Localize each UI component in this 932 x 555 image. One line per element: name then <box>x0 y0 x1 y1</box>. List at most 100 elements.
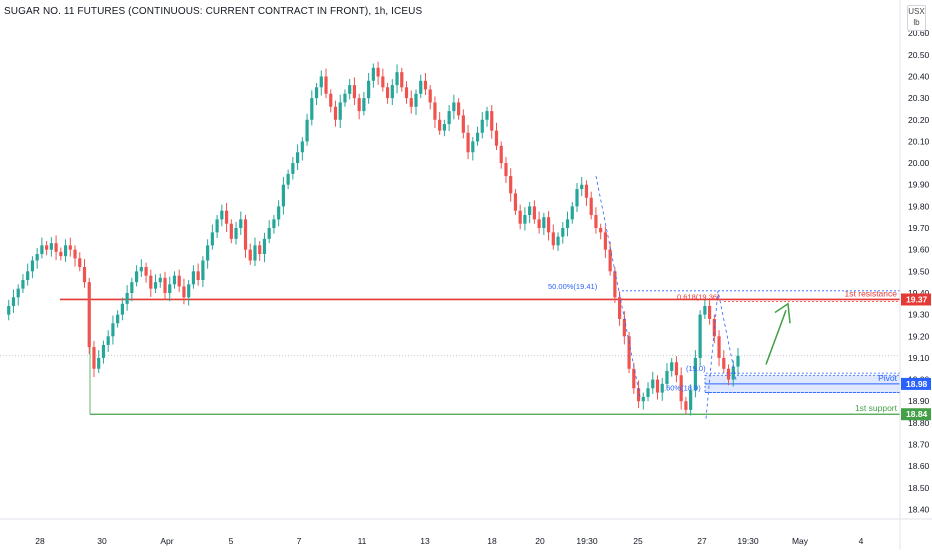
candle-body <box>296 152 300 164</box>
y-tick-label: 19.60 <box>908 245 930 255</box>
candle-body <box>442 124 446 131</box>
candle-body <box>343 93 347 103</box>
candle-body <box>367 80 371 99</box>
candle-body <box>305 119 309 142</box>
candle-body <box>471 141 475 153</box>
candle-body <box>381 76 385 88</box>
candle-body <box>575 189 579 207</box>
candle-body <box>608 249 612 272</box>
candle-body <box>636 388 641 402</box>
candle-body <box>670 362 674 371</box>
y-tick-label: 18.40 <box>908 505 930 515</box>
candle-body <box>376 67 380 77</box>
price-tag <box>901 408 931 421</box>
candle-body <box>87 282 91 348</box>
candle-body <box>348 85 352 94</box>
candle-body <box>546 217 551 233</box>
fib-label: .60%(18.9) <box>664 384 701 393</box>
candle-body <box>523 215 527 224</box>
candle-body <box>106 336 110 345</box>
candle-body <box>665 370 669 384</box>
candle-body <box>551 232 555 246</box>
candle-body <box>499 145 503 164</box>
y-tick-label: 20.60 <box>908 28 930 38</box>
price-tag <box>901 377 931 390</box>
candle-body <box>717 336 721 358</box>
candle-body <box>253 245 257 261</box>
x-tick-label: 19:30 <box>737 536 759 546</box>
candle-body <box>580 184 584 190</box>
candle-body <box>565 219 570 229</box>
candle-body <box>518 210 522 224</box>
candle-body <box>187 284 191 298</box>
y-tick-label: 18.60 <box>908 461 930 471</box>
candle-body <box>120 303 124 315</box>
x-tick-label: 19:30 <box>576 536 598 546</box>
candle-body <box>40 245 44 255</box>
y-tick-label: 20.50 <box>908 50 930 60</box>
unit-selector[interactable]: USX lb <box>907 5 926 31</box>
candle-body <box>206 245 210 261</box>
candle-body <box>390 85 394 99</box>
y-tick-label: 19.90 <box>908 180 930 190</box>
candle-body <box>291 163 295 174</box>
candle-body <box>191 271 196 285</box>
fib-trendline <box>705 290 737 419</box>
candle-body <box>26 271 30 280</box>
y-tick-label: 18.80 <box>908 418 930 428</box>
y-tick-label: 18.50 <box>908 483 930 493</box>
candle-body <box>494 130 499 146</box>
candle-body <box>622 318 626 337</box>
candle-body <box>177 275 181 287</box>
candle-body <box>338 102 342 120</box>
candle-body <box>54 243 58 252</box>
candle-body <box>82 267 87 283</box>
x-tick-label: 5 <box>229 536 234 546</box>
candle-body <box>134 271 139 283</box>
candle-body <box>234 228 238 239</box>
candle-body <box>438 119 442 131</box>
candle-body <box>267 228 271 239</box>
candle-body <box>509 176 513 194</box>
candle-body <box>466 132 470 153</box>
candle-body <box>163 277 167 293</box>
candle-body <box>149 275 153 289</box>
price-tag-label: 19.37 <box>906 294 928 304</box>
candle-body <box>528 206 532 216</box>
candle-body <box>286 173 290 185</box>
y-tick-label: 20.00 <box>908 158 930 168</box>
candle-body <box>490 111 494 131</box>
candle-body <box>92 347 96 369</box>
candle-body <box>428 89 432 103</box>
candle-body <box>310 98 314 120</box>
candle-body <box>395 72 399 86</box>
candle-body <box>97 357 101 369</box>
y-tick-label: 19.80 <box>908 201 930 211</box>
x-tick-label: 25 <box>633 536 643 546</box>
candle-body <box>646 388 650 397</box>
candle-body <box>59 251 63 257</box>
candle-body <box>570 206 574 220</box>
price-tag-label: 18.84 <box>906 409 928 419</box>
candle-body <box>116 314 120 324</box>
candle-body <box>641 396 645 402</box>
candle-body <box>277 206 281 220</box>
price-tag <box>901 293 931 306</box>
y-tick-label: 18.70 <box>908 440 930 450</box>
price-tag-label: 18.98 <box>906 379 928 389</box>
candle-body <box>504 163 508 177</box>
x-tick-label: 7 <box>297 536 302 546</box>
candle-body <box>357 98 361 112</box>
candle-body <box>513 193 518 211</box>
y-tick-label: 20.30 <box>908 93 930 103</box>
candle-body <box>693 357 697 391</box>
candle-body <box>736 355 740 367</box>
candle-body <box>300 141 304 153</box>
candle-body <box>11 297 16 306</box>
candle-body <box>130 282 134 293</box>
candle-body <box>239 219 243 229</box>
candle-body <box>49 243 53 250</box>
candle-body <box>168 284 172 293</box>
